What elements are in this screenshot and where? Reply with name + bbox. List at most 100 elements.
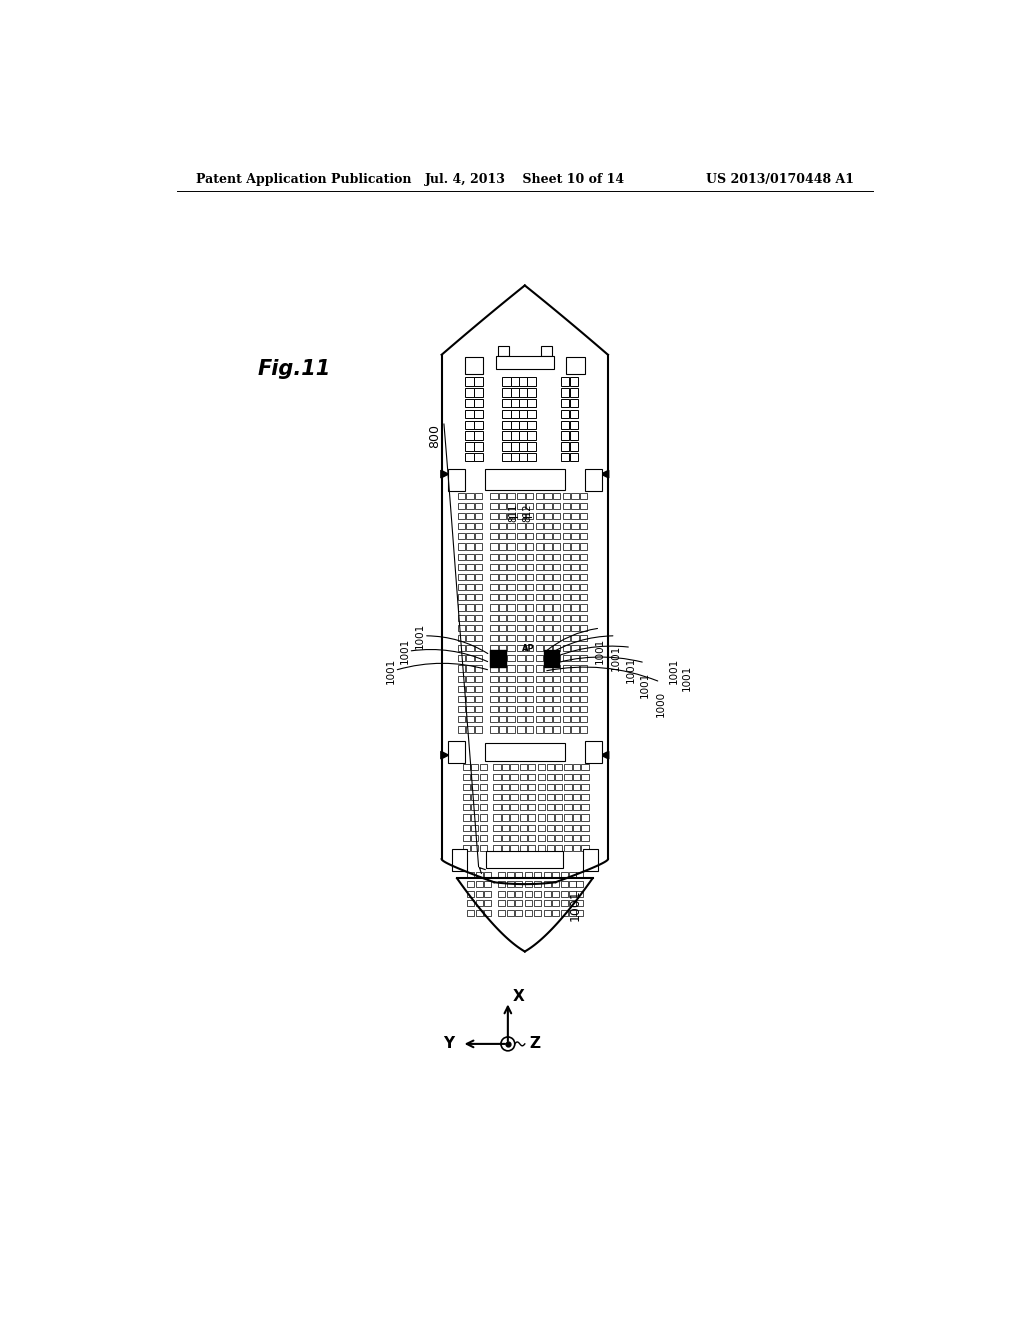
Bar bbox=[490, 594, 498, 601]
Bar bbox=[463, 825, 470, 830]
Bar bbox=[580, 645, 587, 651]
Bar bbox=[528, 845, 536, 851]
Bar bbox=[507, 891, 514, 896]
Polygon shape bbox=[441, 470, 449, 478]
Bar bbox=[467, 615, 474, 620]
Bar bbox=[544, 624, 552, 631]
Bar bbox=[467, 891, 474, 896]
Bar bbox=[552, 909, 559, 916]
Bar bbox=[463, 834, 470, 841]
Bar bbox=[463, 795, 470, 800]
Bar bbox=[577, 871, 583, 878]
Bar bbox=[544, 574, 552, 579]
Bar bbox=[560, 891, 567, 896]
Bar bbox=[510, 763, 518, 770]
Bar bbox=[571, 605, 579, 611]
Bar bbox=[544, 871, 551, 878]
Bar bbox=[517, 717, 524, 722]
Bar bbox=[499, 726, 506, 733]
Bar bbox=[544, 503, 552, 510]
Bar bbox=[569, 378, 579, 385]
Bar bbox=[499, 553, 506, 560]
Bar bbox=[528, 804, 536, 810]
Bar bbox=[499, 635, 506, 642]
Bar bbox=[475, 665, 482, 672]
Bar bbox=[510, 804, 518, 810]
Bar bbox=[490, 726, 498, 733]
Bar bbox=[507, 655, 515, 661]
Bar bbox=[467, 574, 474, 579]
Bar bbox=[553, 544, 560, 549]
Bar bbox=[525, 605, 534, 611]
Bar bbox=[571, 645, 579, 651]
Bar bbox=[517, 574, 524, 579]
Bar bbox=[517, 594, 524, 601]
Bar bbox=[499, 706, 506, 713]
Bar bbox=[571, 533, 579, 540]
Bar bbox=[458, 685, 465, 692]
Text: X: X bbox=[512, 989, 524, 1003]
Bar bbox=[490, 523, 498, 529]
Bar bbox=[515, 900, 522, 907]
Bar bbox=[582, 774, 589, 780]
Bar bbox=[476, 900, 483, 907]
Bar bbox=[467, 676, 474, 681]
Bar bbox=[553, 503, 560, 510]
Bar bbox=[572, 763, 580, 770]
Text: 800: 800 bbox=[428, 424, 441, 447]
Bar bbox=[563, 574, 570, 579]
Bar bbox=[572, 845, 580, 851]
Bar bbox=[494, 845, 501, 851]
Bar bbox=[458, 615, 465, 620]
Bar bbox=[519, 442, 527, 450]
Bar bbox=[564, 825, 571, 830]
Bar bbox=[569, 891, 577, 896]
Bar bbox=[517, 665, 524, 672]
Bar bbox=[553, 574, 560, 579]
Bar bbox=[564, 795, 571, 800]
Bar bbox=[499, 676, 506, 681]
Bar bbox=[538, 784, 546, 791]
Bar bbox=[467, 503, 474, 510]
Bar bbox=[569, 871, 577, 878]
Bar bbox=[580, 492, 587, 499]
Bar bbox=[494, 774, 501, 780]
Bar bbox=[465, 442, 473, 450]
Bar bbox=[502, 845, 509, 851]
Bar bbox=[511, 399, 519, 408]
Bar bbox=[474, 378, 483, 385]
Bar bbox=[467, 685, 474, 692]
Bar bbox=[560, 453, 569, 462]
Bar bbox=[571, 655, 579, 661]
Bar bbox=[499, 685, 506, 692]
Bar bbox=[560, 871, 567, 878]
Bar bbox=[553, 553, 560, 560]
Bar bbox=[525, 583, 534, 590]
Bar bbox=[553, 717, 560, 722]
Bar bbox=[490, 645, 498, 651]
Bar bbox=[536, 635, 543, 642]
Bar bbox=[560, 432, 569, 440]
Bar bbox=[507, 685, 515, 692]
Bar bbox=[580, 655, 587, 661]
Bar bbox=[507, 665, 515, 672]
Bar bbox=[525, 553, 534, 560]
Bar bbox=[563, 655, 570, 661]
Bar bbox=[582, 804, 589, 810]
Bar bbox=[555, 834, 562, 841]
Bar bbox=[572, 784, 580, 791]
Bar bbox=[471, 795, 478, 800]
Bar bbox=[458, 696, 465, 702]
Bar bbox=[519, 814, 527, 821]
Bar bbox=[553, 676, 560, 681]
Text: 1001: 1001 bbox=[595, 638, 605, 664]
Bar bbox=[563, 533, 570, 540]
Bar bbox=[467, 900, 474, 907]
Bar bbox=[536, 503, 543, 510]
Bar bbox=[536, 544, 543, 549]
Bar bbox=[475, 574, 482, 579]
Text: Z: Z bbox=[529, 1036, 541, 1052]
Bar bbox=[475, 492, 482, 499]
Bar bbox=[525, 655, 534, 661]
Bar bbox=[582, 825, 589, 830]
